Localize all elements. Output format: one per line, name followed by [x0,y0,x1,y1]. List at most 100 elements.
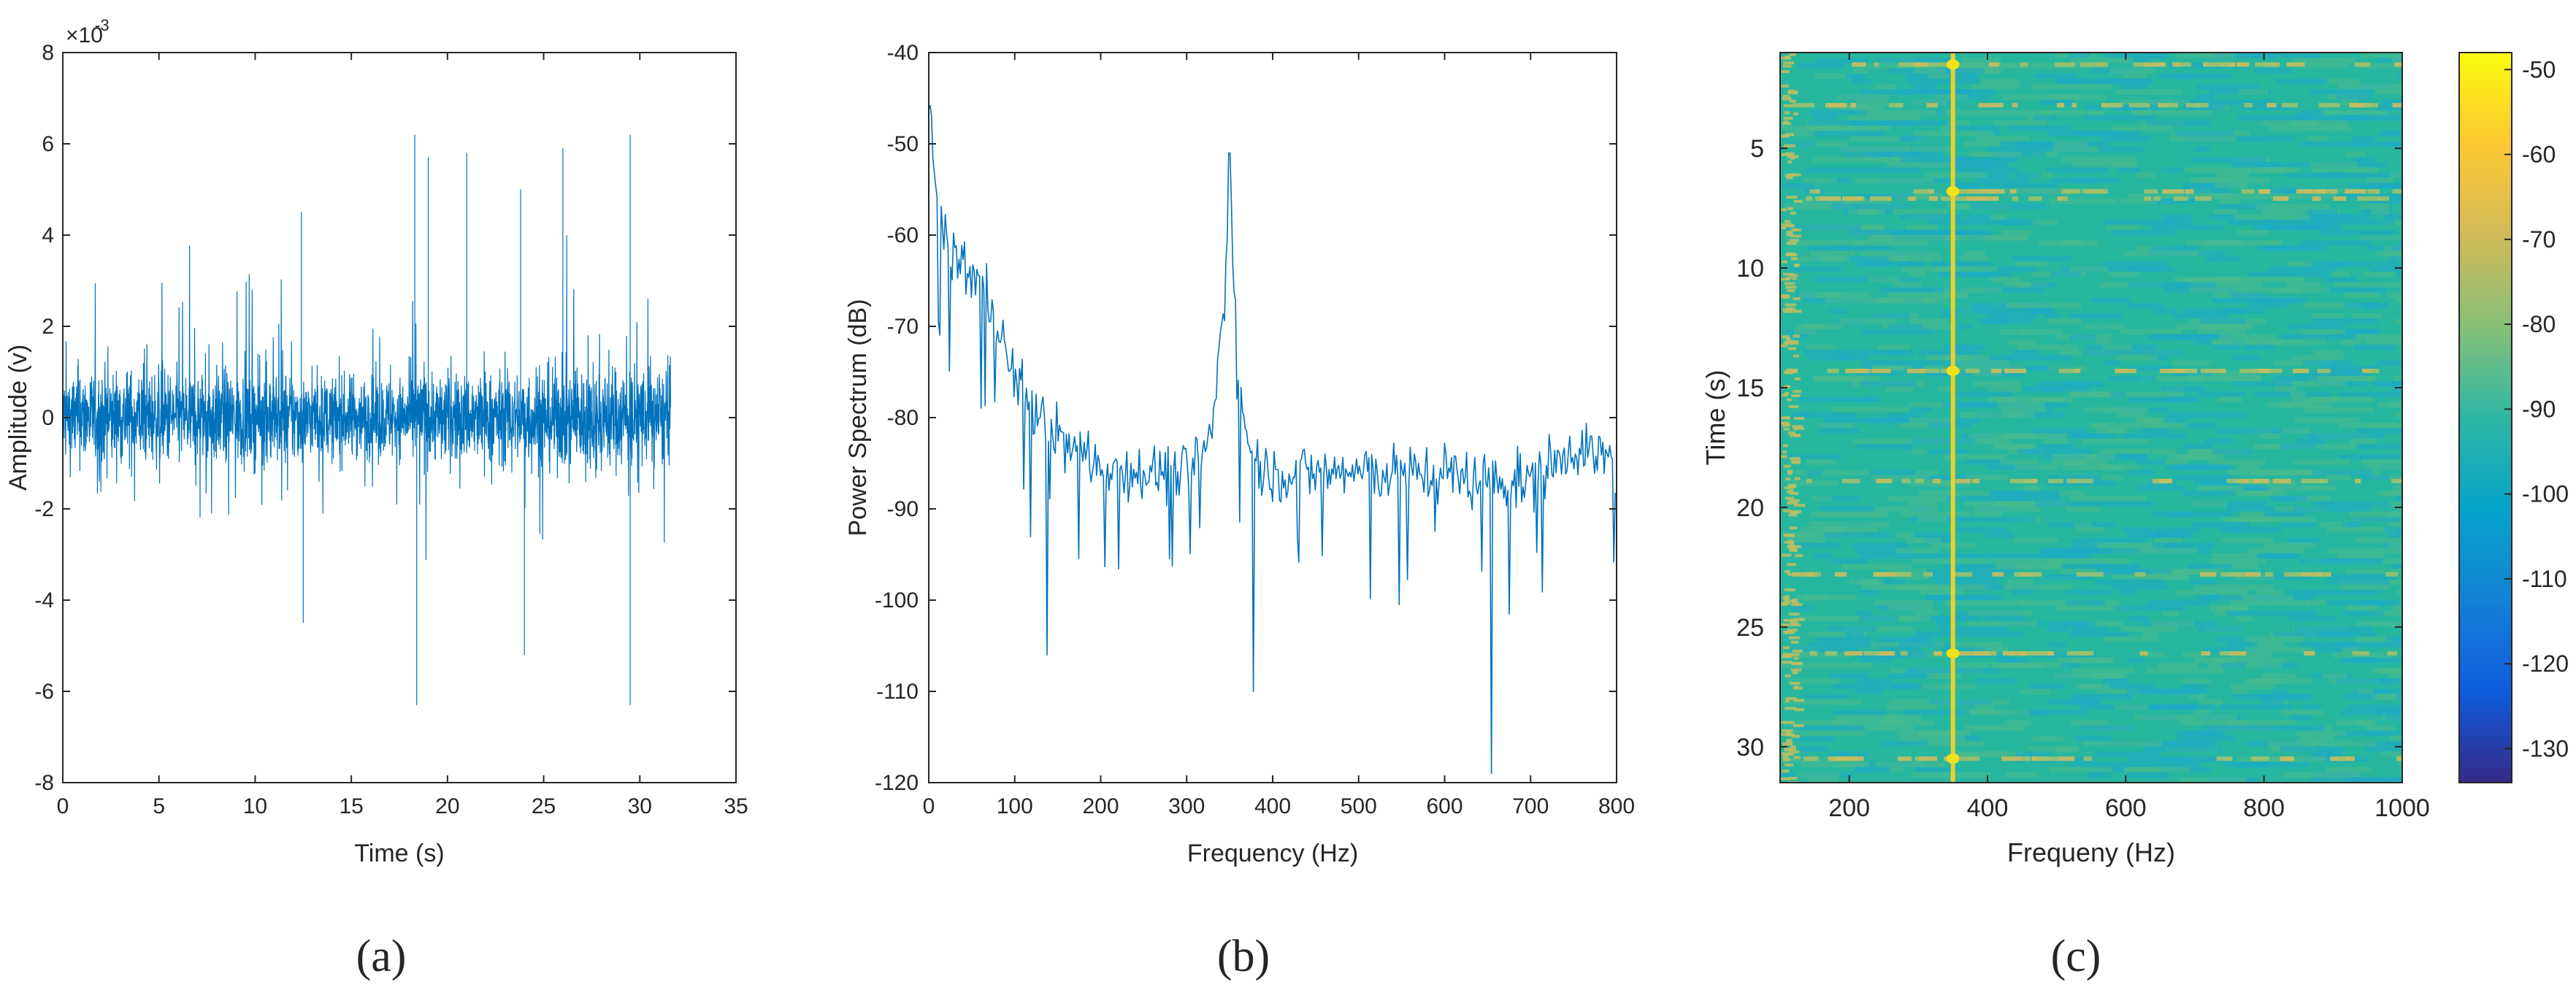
spectrogram-texture [2190,370,2257,377]
spectrogram-texture [2214,209,2238,215]
spectrogram-texture [2236,615,2253,622]
spectrogram-texture [2300,240,2372,246]
spectrogram-texture [1975,355,2014,361]
spectrogram-texture [2375,58,2402,64]
spectrogram-texture [2255,204,2330,210]
spectrogram-bright-row [2241,189,2255,194]
spectrogram-bright-row [2083,756,2093,761]
spectrogram-texture [2257,167,2294,173]
spectrogram-texture [1796,323,1825,330]
y-axis-label-c: Time (s) [1701,370,1730,466]
spectrogram-texture [2203,647,2258,653]
spectrogram-bright-row [1806,196,1812,201]
spectrogram-texture [1848,209,1878,215]
spectrogram-lowfreq [1790,308,1797,312]
spectrogram-texture [1982,287,2046,293]
spectrogram-texture [2358,688,2374,695]
spectrogram-bright-row [1950,572,1973,577]
spectrogram-bright-row [1786,369,1798,374]
spectrogram-texture [1785,204,1855,210]
spectrogram-lowfreq [1793,699,1804,702]
spectrogram-texture [1809,631,1845,637]
caption-a: (a) [356,932,407,981]
spectrogram-texture [1951,751,2008,757]
spectrogram-bright-row [2219,650,2231,656]
spectrogram-texture [2250,516,2316,523]
spectrogram-texture [2158,662,2198,669]
spectrogram-texture [2074,735,2112,742]
spectrogram-texture [2294,418,2360,423]
spectrogram-lowfreq [1787,563,1797,567]
spectrogram-texture [2385,250,2402,257]
spectrogram-texture [2355,637,2393,642]
spectrogram-texture [2020,600,2090,606]
spectrogram-lowfreq [1790,234,1801,238]
spectrogram-texture [2212,448,2253,455]
spectrogram-bright-row [2253,478,2269,483]
spectrogram-texture [1891,553,1972,559]
spectrogram-texture [2231,162,2277,168]
spectrogram-bright-row [2315,572,2323,577]
spectrogram-lowfreq [1790,511,1800,515]
spectrogram-texture [2304,407,2374,413]
spectrogram-texture [2136,350,2182,356]
spectrogram-texture [1887,704,1937,710]
spectrogram-texture [1924,475,1974,481]
y-tick-label-b: -50 [887,132,919,156]
spectrogram-texture [2049,365,2086,372]
spectrogram-texture [1897,532,1914,538]
spectrogram-texture [2315,501,2391,507]
spectrogram-texture [1964,459,2014,465]
spectrogram-bright-row [1992,572,2004,577]
spectrogram-texture [1847,725,1914,732]
spectrogram-texture [2387,141,2402,147]
spectrogram-bright-row [2281,103,2298,108]
spectrogram-texture [1900,735,1918,742]
spectrogram-texture [2055,141,2088,147]
spectrogram-lowfreq [1790,621,1799,624]
spectrogram-texture [2032,735,2063,742]
spectrogram-lowfreq [1788,613,1800,616]
spectrogram-texture [2395,412,2402,418]
spectrogram-texture [2015,464,2058,470]
spectrogram-texture [1831,204,1908,210]
spectrogram-texture [1985,235,2029,241]
spectrogram-texture [2349,777,2381,783]
spectrogram-lowfreq [1786,176,1793,180]
spectrogram-bright-row [2175,369,2184,374]
spectrogram-texture [2105,224,2141,231]
spectrogram-lowfreq [1789,776,1798,780]
spectrogram-texture [2398,83,2402,90]
spectrogram-bright-row [2333,196,2347,201]
spectrogram-texture [2161,386,2206,392]
spectrogram-texture [1973,381,2021,387]
spectrogram-texture [1797,412,1857,418]
spectrogram-bright-row [2159,369,2182,374]
spectrogram-lowfreq [1780,56,1786,60]
spectrogram-texture [1935,621,1952,627]
spectrogram-texture [2128,193,2184,199]
spectrogram-lowfreq [1784,653,1794,657]
spectrogram-texture [2314,318,2380,324]
spectrogram-texture [1917,516,1947,523]
spectrogram-bright-row [2174,369,2196,374]
spectrogram-texture [1808,120,1864,126]
spectrogram-lowfreq [1787,572,1795,576]
spectrogram-texture [2193,480,2231,486]
spectrogram-texture [2069,496,2147,502]
spectrogram-texture [2369,423,2402,429]
y-tick-label-a: -2 [34,497,54,521]
spectrogram-bright-row [2230,650,2247,656]
spectrogram-bright-row [1879,650,1893,656]
spectrogram-texture [2082,266,2158,272]
spectrogram-texture [2090,542,2164,549]
spectrogram-texture [2006,302,2082,309]
spectrogram-texture [2377,730,2402,737]
spectrogram-lowfreq [1787,431,1795,435]
spectrogram-texture [1880,287,1944,293]
y-tick-label-b: -100 [875,588,919,613]
spectrogram-texture [1798,63,1845,69]
spectrogram-texture [1966,475,2009,481]
spectrogram-texture [2223,761,2269,768]
spectrogram-bright-row [2272,478,2291,483]
